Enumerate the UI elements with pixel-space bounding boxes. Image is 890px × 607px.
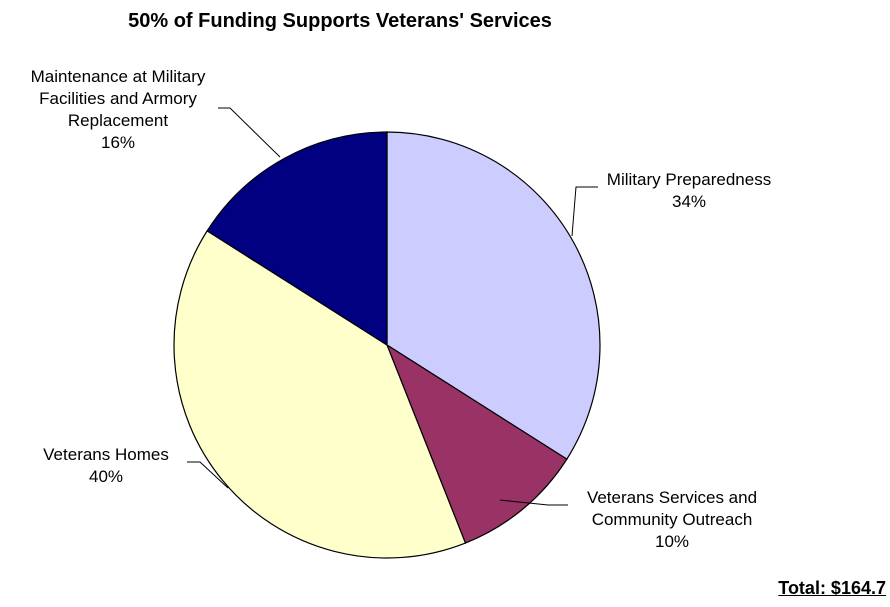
slice-label-2: Veterans Services and Community Outreach 1… [587,488,757,551]
leader-line-4 [218,107,281,158]
total-label: Total: $164.7 [778,578,886,598]
pie-slice-2 [385,343,568,544]
pie-slice-1 [386,131,601,460]
pie-slice-4 [206,131,388,347]
slice-label-1: Military Preparedness 34% [607,170,771,211]
leader-line-3 [187,461,229,489]
chart-title: 50% of Funding Supports Veterans' Servic… [128,10,552,32]
leader-line-2 [499,499,568,506]
pie-slice-3 [173,230,467,559]
slice-label-3: Veterans Homes 40% [43,445,169,486]
leader-line-1 [571,186,598,237]
slice-label-4: Maintenance at Military Facilities and Ar… [31,67,206,152]
